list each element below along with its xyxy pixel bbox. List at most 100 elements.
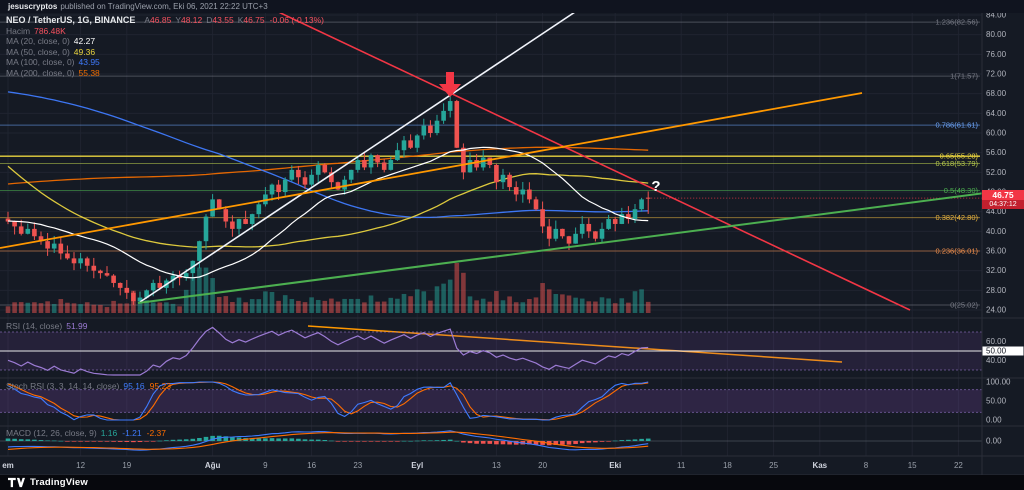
candle-body xyxy=(289,169,295,180)
candle-body xyxy=(124,287,130,293)
ma200-legend-row[interactable]: MA (200, close, 0) 55.38 xyxy=(6,67,100,78)
fib-level-label: 0.618(53.79) xyxy=(935,159,978,168)
macd-histogram-bar xyxy=(111,441,116,442)
volume-bar xyxy=(210,278,215,313)
macd-histogram-bar xyxy=(104,441,110,442)
rsi-pane[interactable] xyxy=(0,325,982,376)
candle-body xyxy=(454,101,460,148)
main-pane[interactable]: ? xyxy=(0,0,985,313)
candle-body xyxy=(230,221,235,229)
price-axis[interactable] xyxy=(982,0,1024,456)
macd-pane[interactable] xyxy=(0,430,982,451)
macd-histogram-bar xyxy=(606,441,611,442)
time-tick-label: em xyxy=(2,461,14,470)
time-tick-label: 23 xyxy=(353,461,362,470)
volume-bar xyxy=(263,291,268,313)
ma50-legend-row[interactable]: MA (50, close, 0) 49.36 xyxy=(6,46,96,57)
candle-body xyxy=(12,221,17,227)
steep-rising-trendline[interactable] xyxy=(139,12,575,303)
volume-bar xyxy=(362,302,367,313)
candle-body xyxy=(368,155,374,168)
down-arrow-annotation[interactable] xyxy=(439,72,461,97)
macd-histogram-bar xyxy=(131,441,136,443)
volume-bar xyxy=(150,302,156,313)
fib-level-label: 0(25.02) xyxy=(950,300,978,309)
symbol-legend-row[interactable]: NEO / TetherUS, 1G, BINANCE A46.85 Y48.12 D… xyxy=(6,15,324,26)
descending-trendline[interactable] xyxy=(253,0,911,311)
macd-legend-row[interactable]: MACD (12, 26, close, 9) 1.16 -1.21 -2.37 xyxy=(6,428,166,438)
candle-body xyxy=(375,155,380,163)
volume-bar xyxy=(58,299,64,313)
high-label: Y xyxy=(175,15,181,25)
ma100-legend-row[interactable]: MA (100, close, 0) 43.95 xyxy=(6,57,100,67)
rising-channel-line[interactable] xyxy=(0,92,863,249)
volume-bar xyxy=(619,298,625,313)
volume-bar xyxy=(276,300,281,313)
price-tick-label: 24.00 xyxy=(986,306,1007,315)
candle-body xyxy=(474,160,479,168)
macd-histogram-bar xyxy=(276,438,281,441)
volume-bar xyxy=(560,294,565,313)
tradingview-brand[interactable]: TradingView xyxy=(30,477,88,488)
candle-body xyxy=(560,228,565,237)
candle-body xyxy=(144,290,149,298)
time-tick-label: 13 xyxy=(492,461,501,470)
candle-body xyxy=(315,164,321,175)
symbol-title[interactable]: NEO / TetherUS, 1G, BINANCE xyxy=(6,15,136,25)
candle-body xyxy=(388,160,394,170)
fib-level-label: 1.236(82.56) xyxy=(935,18,978,27)
volume-bar xyxy=(355,298,361,313)
macd-histogram-bar xyxy=(223,436,229,441)
volume-bar xyxy=(375,301,380,313)
support-trendline[interactable] xyxy=(137,192,985,304)
volume-bar xyxy=(322,300,328,313)
ma50-line xyxy=(7,165,649,248)
stoch-rsi-legend-row[interactable]: Stoch RSI (3, 3, 14, 14, close) 95.16 95.2… xyxy=(6,381,171,391)
volume-bar xyxy=(335,301,341,313)
candle-body xyxy=(355,160,361,170)
macd-histogram-bar xyxy=(573,441,578,444)
volume-bar xyxy=(454,263,460,313)
price-tick-label: 40.00 xyxy=(986,227,1007,236)
ma20-legend-row[interactable]: MA (20, close, 0) 42.27 xyxy=(6,36,96,46)
volume-bar xyxy=(111,300,116,313)
time-axis[interactable] xyxy=(0,456,982,475)
macd-histogram-bar xyxy=(190,438,196,441)
macd-histogram-bar xyxy=(329,440,334,442)
fib-level-label: 0.382(42.80) xyxy=(935,213,978,222)
candle-body xyxy=(170,275,176,281)
change-value: -0.06 (-0.13%) xyxy=(269,15,324,25)
macd-histogram-bar xyxy=(461,441,466,443)
time-tick-label: 15 xyxy=(908,461,917,470)
volume-legend-row[interactable]: Hacim 786.48K xyxy=(6,26,324,37)
macd-histogram-bar xyxy=(401,440,407,442)
stoch-rsi-pane[interactable] xyxy=(0,381,982,421)
candle-body xyxy=(428,125,433,134)
candle-body xyxy=(335,182,341,190)
tradingview-logo-icon[interactable] xyxy=(8,477,25,488)
time-tick-label: 12 xyxy=(76,461,85,470)
time-tick-label: Ağu xyxy=(205,461,221,470)
macd-histogram-bar xyxy=(348,441,354,442)
candle-body xyxy=(51,243,57,249)
volume-bar xyxy=(507,296,512,313)
rsi-legend-row[interactable]: RSI (14, close) 51.99 xyxy=(6,321,88,331)
candle-body xyxy=(269,184,275,195)
publish-info: published on TradingView.com, Eki 06, 20… xyxy=(60,2,268,11)
volume-bar xyxy=(639,289,644,313)
macd-histogram-bar xyxy=(421,440,427,441)
candle-body xyxy=(98,270,103,274)
volume-bar xyxy=(117,303,123,313)
volume-bar xyxy=(606,298,611,313)
volume-bar xyxy=(25,302,31,313)
macd-histogram-bar xyxy=(626,439,631,441)
candle-body xyxy=(586,223,592,232)
macd-histogram-bar xyxy=(639,438,644,441)
candle-body xyxy=(553,228,559,239)
candle-body xyxy=(137,297,143,302)
fib-level-label: 0.65(55.28) xyxy=(940,152,979,161)
macd-histogram-bar xyxy=(487,441,493,444)
candle-body xyxy=(71,258,77,264)
